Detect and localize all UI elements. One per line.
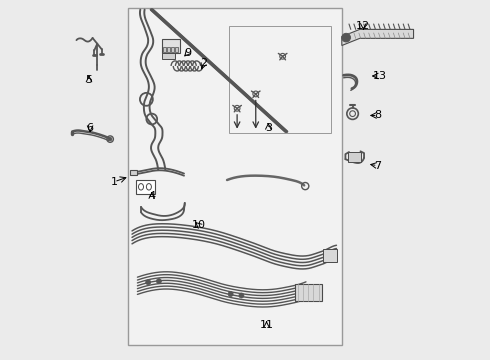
Text: 6: 6 bbox=[87, 123, 94, 133]
Circle shape bbox=[239, 293, 244, 298]
Text: 11: 11 bbox=[260, 320, 273, 330]
Circle shape bbox=[108, 137, 112, 141]
Polygon shape bbox=[342, 30, 414, 45]
Text: 13: 13 bbox=[372, 71, 387, 81]
Ellipse shape bbox=[147, 184, 151, 190]
FancyBboxPatch shape bbox=[162, 39, 180, 53]
FancyBboxPatch shape bbox=[171, 47, 174, 51]
Text: 1: 1 bbox=[111, 177, 118, 187]
Text: 7: 7 bbox=[374, 161, 381, 171]
Ellipse shape bbox=[139, 184, 144, 190]
FancyBboxPatch shape bbox=[229, 26, 331, 134]
FancyBboxPatch shape bbox=[136, 180, 155, 194]
Text: 3: 3 bbox=[265, 123, 272, 133]
Text: 2: 2 bbox=[200, 58, 207, 68]
Text: 5: 5 bbox=[85, 75, 93, 85]
FancyBboxPatch shape bbox=[348, 152, 361, 162]
Text: 10: 10 bbox=[192, 220, 205, 230]
Circle shape bbox=[146, 280, 151, 285]
FancyBboxPatch shape bbox=[128, 8, 342, 345]
Circle shape bbox=[156, 279, 161, 284]
FancyBboxPatch shape bbox=[175, 47, 178, 51]
FancyBboxPatch shape bbox=[295, 284, 322, 301]
Text: 4: 4 bbox=[148, 191, 155, 201]
FancyBboxPatch shape bbox=[163, 47, 166, 51]
Circle shape bbox=[342, 33, 350, 42]
Circle shape bbox=[228, 292, 233, 297]
Text: 12: 12 bbox=[356, 21, 370, 31]
FancyBboxPatch shape bbox=[323, 249, 337, 262]
Text: 9: 9 bbox=[184, 48, 191, 58]
FancyBboxPatch shape bbox=[129, 170, 137, 175]
FancyBboxPatch shape bbox=[167, 47, 170, 51]
FancyBboxPatch shape bbox=[162, 53, 175, 59]
Text: 8: 8 bbox=[374, 111, 381, 121]
